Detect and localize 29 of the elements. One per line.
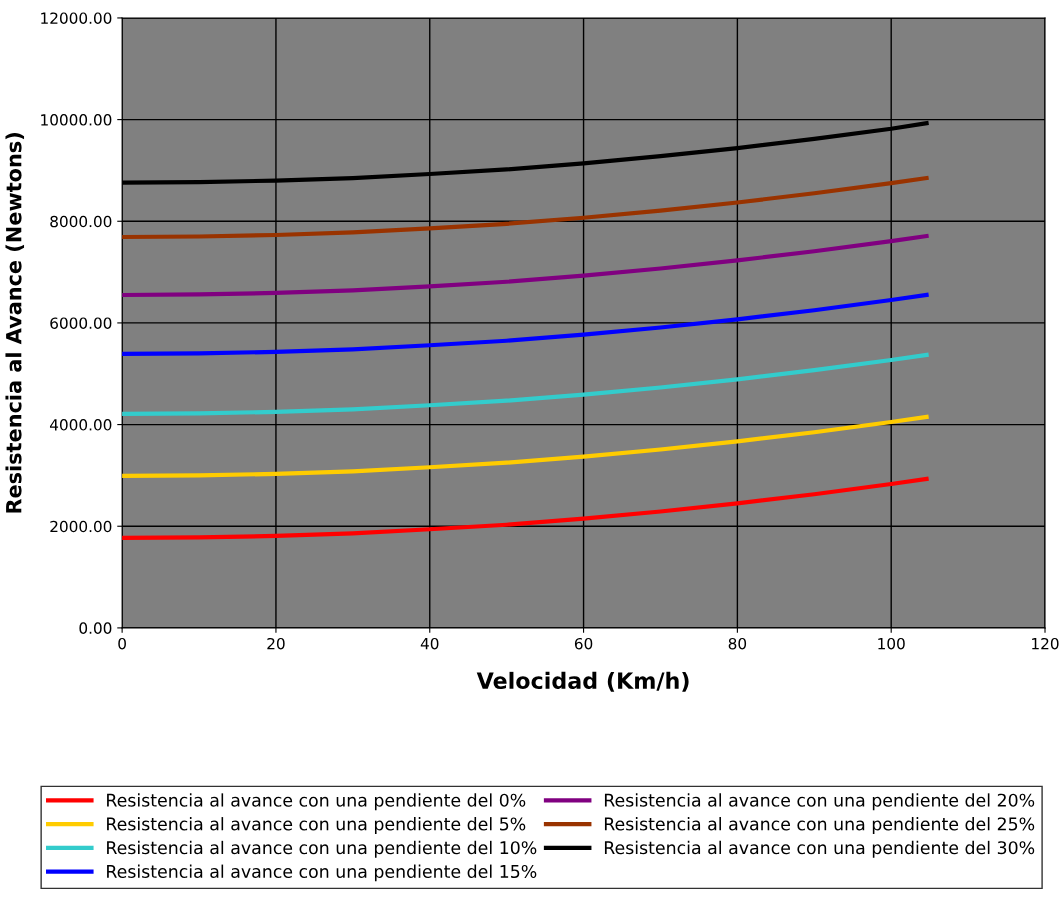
y-tick-label: 4000.00 [49, 419, 112, 431]
line-series [122, 233, 929, 298]
legend-label: Resistencia al avance con una pendiente del 20% [604, 793, 1035, 811]
y-tick-label: 12000.00 [41, 12, 112, 24]
legend-label: Resistencia al avance con una pendiente del 5% [107, 817, 526, 834]
x-tick-label: 80 [728, 637, 747, 650]
x-tick-label: 100 [878, 637, 905, 650]
line-series [122, 352, 929, 416]
legend-label: Resistencia al avance con una pendiente del 30% [604, 840, 1035, 858]
y-tick-label: 8000.00 [50, 215, 112, 228]
line-series [122, 292, 929, 357]
legend-label: Resistencia al avance con una pendiente del 25% [604, 817, 1035, 834]
x-axis-title: Velocidad (Km/h) [476, 671, 689, 692]
line-series [122, 175, 929, 240]
x-tick-label: 60 [574, 637, 593, 650]
x-tick-label: 20 [267, 637, 285, 650]
line-series [122, 414, 929, 479]
y-tick-label: 10000.00 [41, 114, 112, 126]
y-axis-title: Resistencia al Avance (Newtons) [5, 133, 25, 513]
y-tick-label: 6000.00 [50, 317, 112, 329]
legend-label: Resistencia al avance con una pendiente del 10% [107, 840, 537, 858]
x-tick-label: 0 [118, 637, 126, 650]
legend-label: Resistencia al avance con una pendiente del 15% [107, 864, 537, 882]
y-tick-label: 2000.00 [50, 520, 112, 533]
x-tick-label: 120 [1032, 637, 1059, 650]
y-tick-label: 0.00 [79, 622, 112, 634]
x-tick-label: 40 [420, 637, 439, 650]
legend-label: Resistencia al avance con una pendiente del 0% [107, 793, 526, 811]
line-series [122, 476, 929, 541]
